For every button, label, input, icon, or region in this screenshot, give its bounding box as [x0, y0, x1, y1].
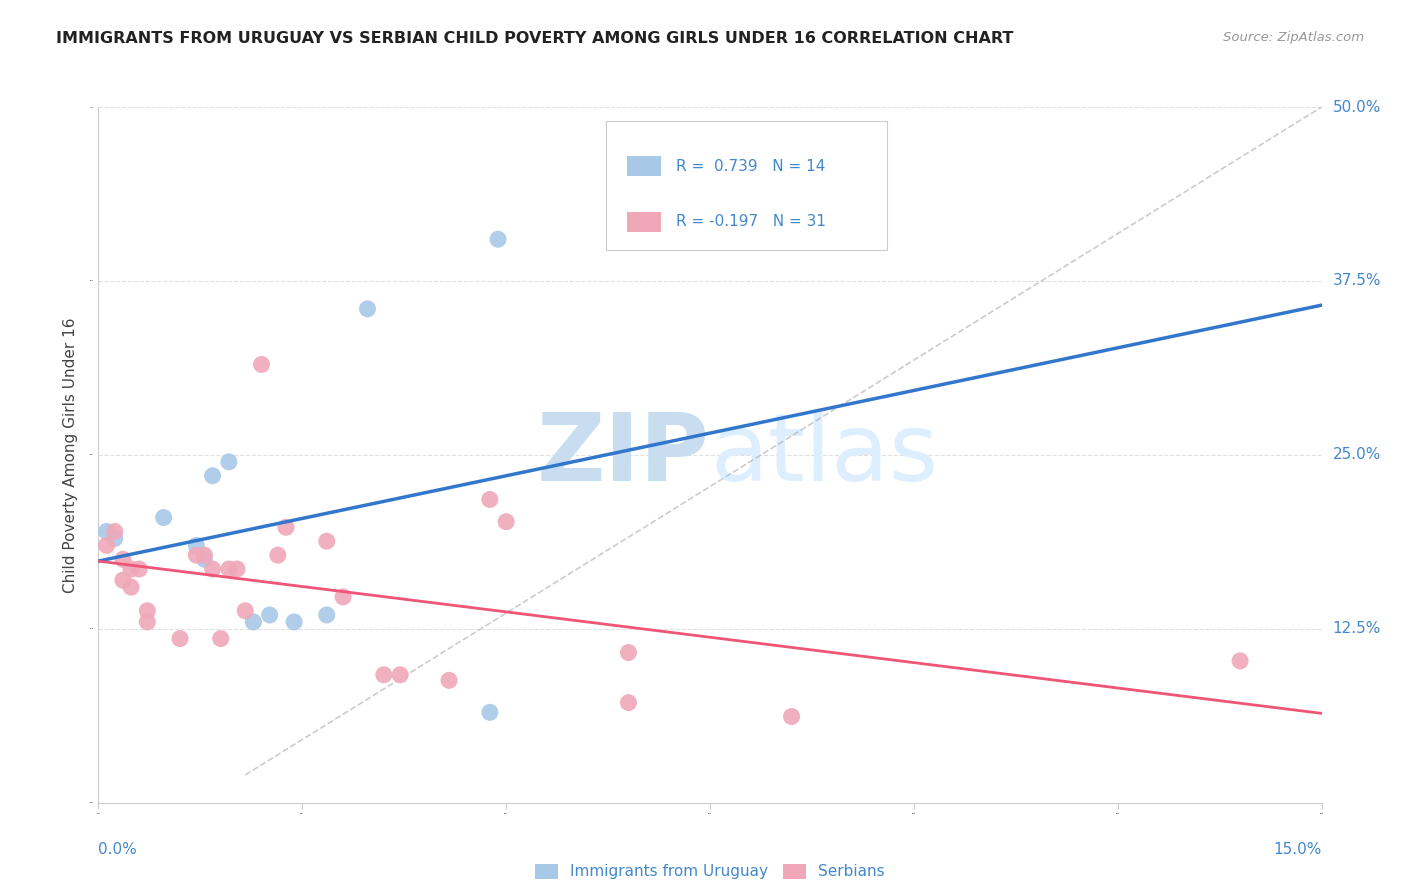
- Point: [259, 607, 281, 622]
- Point: [186, 538, 208, 552]
- Point: [193, 552, 215, 566]
- Text: 37.5%: 37.5%: [1333, 274, 1381, 288]
- Point: [120, 580, 142, 594]
- Point: [128, 562, 150, 576]
- Point: [486, 232, 509, 246]
- Point: [120, 562, 142, 576]
- Point: [780, 709, 803, 723]
- Point: [495, 515, 517, 529]
- Point: [152, 510, 174, 524]
- Point: [201, 468, 224, 483]
- Text: 0.0%: 0.0%: [98, 842, 138, 856]
- Point: [186, 548, 208, 562]
- Text: atlas: atlas: [710, 409, 938, 501]
- Text: 15.0%: 15.0%: [1274, 842, 1322, 856]
- Point: [437, 673, 460, 688]
- Point: [250, 358, 273, 372]
- Text: ZIP: ZIP: [537, 409, 710, 501]
- Point: [136, 604, 159, 618]
- Point: [617, 696, 640, 710]
- Point: [373, 667, 395, 681]
- Point: [1229, 654, 1251, 668]
- FancyBboxPatch shape: [627, 212, 661, 232]
- FancyBboxPatch shape: [606, 121, 887, 250]
- Text: IMMIGRANTS FROM URUGUAY VS SERBIAN CHILD POVERTY AMONG GIRLS UNDER 16 CORRELATIO: IMMIGRANTS FROM URUGUAY VS SERBIAN CHILD…: [56, 31, 1014, 46]
- Point: [267, 548, 290, 562]
- Point: [218, 562, 240, 576]
- Point: [617, 646, 640, 660]
- Point: [233, 604, 256, 618]
- Point: [111, 573, 134, 587]
- Point: [315, 534, 337, 549]
- Point: [226, 562, 249, 576]
- Point: [209, 632, 232, 646]
- Text: R =  0.739   N = 14: R = 0.739 N = 14: [676, 159, 825, 174]
- Text: R = -0.197   N = 31: R = -0.197 N = 31: [676, 214, 825, 229]
- Point: [478, 492, 501, 507]
- Point: [356, 301, 378, 316]
- Point: [96, 524, 118, 539]
- Point: [389, 667, 412, 681]
- Point: [96, 538, 118, 552]
- Text: 12.5%: 12.5%: [1333, 622, 1381, 636]
- Point: [478, 706, 501, 720]
- Point: [104, 532, 127, 546]
- Point: [104, 524, 127, 539]
- Point: [193, 548, 215, 562]
- Point: [111, 552, 134, 566]
- Point: [218, 455, 240, 469]
- Point: [136, 615, 159, 629]
- Point: [315, 607, 337, 622]
- Point: [201, 562, 224, 576]
- Point: [283, 615, 305, 629]
- Y-axis label: Child Poverty Among Girls Under 16: Child Poverty Among Girls Under 16: [63, 318, 79, 592]
- Point: [169, 632, 191, 646]
- Text: 50.0%: 50.0%: [1333, 100, 1381, 114]
- Point: [274, 520, 297, 534]
- FancyBboxPatch shape: [627, 156, 661, 176]
- Point: [242, 615, 264, 629]
- Text: 25.0%: 25.0%: [1333, 448, 1381, 462]
- Legend: Immigrants from Uruguay, Serbians: Immigrants from Uruguay, Serbians: [529, 857, 891, 886]
- Text: Source: ZipAtlas.com: Source: ZipAtlas.com: [1223, 31, 1364, 45]
- Point: [332, 590, 354, 604]
